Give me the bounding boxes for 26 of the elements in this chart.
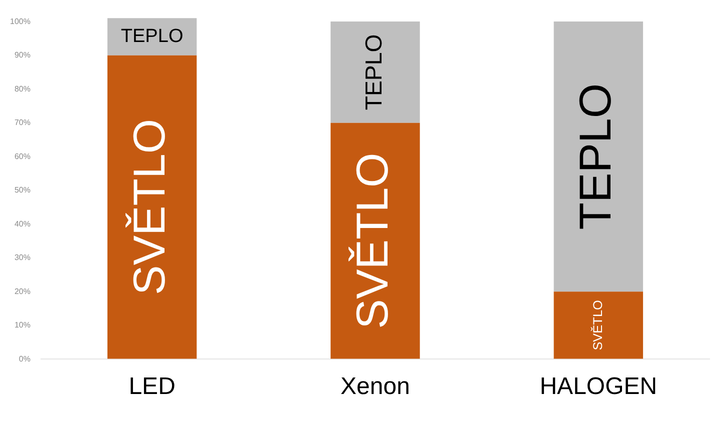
y-tick-label: 80% [14,84,30,94]
bar [330,22,420,123]
x-tick-label: Xenon [340,373,410,400]
text: TEPLO [360,34,387,110]
y-tick-label: 0% [18,354,30,364]
y-tick-label: 20% [14,286,30,296]
y-tick-label: 10% [14,320,30,330]
y-tick-label: 90% [14,50,30,60]
y-tick-label: 50% [14,186,30,195]
x-tick-label: LED [128,373,176,400]
text: TEPLO [572,83,621,230]
bar [107,18,197,56]
bar [107,55,197,359]
x-tick-label: HALOGEN [540,373,658,400]
y-tick-label: 100% [10,16,30,26]
bar [554,22,644,292]
text: SVĚTLO [125,118,174,296]
y-tick-label: 60% [14,152,30,161]
y-tick-label: 30% [14,253,30,262]
series-label: SVĚTLO [590,300,605,350]
text: SVĚTLO [348,152,398,329]
bar [330,122,420,359]
y-tick-label: 70% [14,118,30,128]
y-tick-label: 40% [14,219,30,228]
bar [554,292,644,359]
series-label: TEPLO [120,26,184,48]
